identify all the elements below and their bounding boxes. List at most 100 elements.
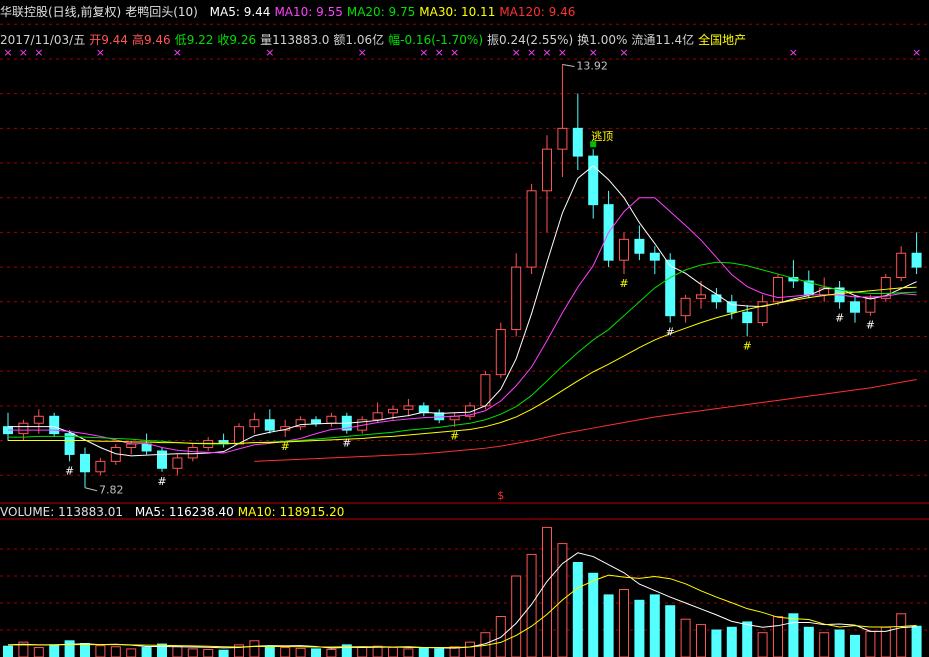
volume-bar bbox=[357, 646, 368, 657]
volume-bar bbox=[187, 648, 198, 657]
candle-body bbox=[865, 297, 876, 313]
volume-bar bbox=[33, 647, 44, 657]
volume-bar bbox=[95, 645, 106, 657]
signal-marker: # bbox=[450, 430, 459, 443]
volume-bar bbox=[110, 646, 121, 657]
volume-bar bbox=[619, 589, 629, 657]
candle-body bbox=[403, 405, 414, 410]
signal-dot bbox=[590, 141, 597, 148]
candle-body bbox=[126, 443, 137, 448]
signal-marker: × bbox=[912, 46, 921, 59]
ma-line bbox=[8, 574, 917, 649]
volume-bar bbox=[819, 632, 830, 657]
ma-legend: MA20: 9.75 bbox=[346, 5, 416, 19]
candle-body bbox=[634, 238, 645, 254]
candle-body bbox=[311, 419, 321, 424]
volume-bar bbox=[865, 630, 876, 657]
info-item: 振0.24(2.55%) bbox=[487, 33, 574, 47]
volume-bar bbox=[80, 643, 90, 657]
volume-legend: VOLUME: 113883.01 bbox=[0, 505, 123, 519]
volume-bar bbox=[542, 526, 552, 657]
pointer-line bbox=[84, 487, 98, 492]
volume-header: VOLUME: 113883.01 MA5: 116238.40 MA10: 11… bbox=[0, 505, 348, 519]
volume-bar bbox=[218, 649, 229, 657]
stock-title: 华联控股(日线,前复权) bbox=[0, 5, 122, 19]
signal-marker: × bbox=[173, 46, 182, 59]
volume-bar bbox=[911, 625, 922, 657]
signal-marker: # bbox=[342, 437, 351, 450]
volume-bar bbox=[511, 575, 522, 657]
volume-bar bbox=[203, 648, 214, 657]
volume-bar bbox=[696, 624, 706, 657]
candle-body bbox=[80, 453, 90, 473]
ma-legend: MA120: 9.46 bbox=[499, 5, 576, 19]
volume-bar bbox=[172, 645, 183, 657]
info-item: 收9.26 bbox=[217, 33, 257, 47]
volume-bar bbox=[141, 647, 152, 657]
candle-body bbox=[542, 148, 552, 192]
candle-body bbox=[665, 259, 676, 317]
signal-marker: × bbox=[589, 46, 598, 59]
volume-bar bbox=[388, 647, 398, 657]
volume-bar bbox=[418, 647, 429, 657]
candle-body bbox=[33, 415, 44, 424]
volume-bar bbox=[896, 613, 907, 657]
volume-bar bbox=[280, 647, 291, 657]
signal-marker: # bbox=[65, 464, 74, 477]
candle-body bbox=[896, 252, 907, 279]
volume-bar bbox=[372, 645, 383, 657]
volume-bar bbox=[588, 572, 599, 657]
candle-body bbox=[157, 450, 167, 469]
volume-bar bbox=[3, 645, 13, 657]
volume-bar bbox=[326, 648, 337, 657]
volume-bar bbox=[788, 613, 799, 657]
volume-bar bbox=[465, 641, 475, 657]
volume-bar bbox=[834, 629, 845, 657]
signal-marker: × bbox=[789, 46, 798, 59]
candle-body bbox=[680, 297, 691, 317]
candle-body bbox=[557, 127, 568, 150]
signal-marker: # bbox=[743, 339, 752, 352]
info-item: 幅-0.16(-1.70%) bbox=[388, 33, 484, 47]
candle-body bbox=[465, 405, 475, 417]
ma-line bbox=[8, 261, 917, 445]
signal-marker: × bbox=[450, 46, 459, 59]
candle-body bbox=[773, 277, 783, 303]
candle-body bbox=[588, 155, 599, 206]
volume-bar bbox=[711, 629, 722, 657]
header-line: 华联控股(日线,前复权) 老鸭回头(10) MA5: 9.44 MA10: 9.55… bbox=[0, 3, 579, 20]
candle-body bbox=[18, 422, 29, 435]
candle-body bbox=[711, 294, 722, 303]
signal-marker: × bbox=[265, 46, 274, 59]
signal-marker: × bbox=[19, 46, 28, 59]
ma-line bbox=[254, 379, 917, 462]
info-bar: 2017/11/03/五 开9.44 高9.46 低9.22 收9.26 量113883.… bbox=[0, 31, 750, 48]
candle-body bbox=[880, 277, 891, 299]
ma-legend: MA30: 10.11 bbox=[419, 5, 496, 19]
candle-body bbox=[757, 301, 768, 324]
volume-bar bbox=[572, 562, 583, 657]
volume-bar bbox=[126, 648, 137, 657]
signal-marker: × bbox=[96, 46, 105, 59]
candle-body bbox=[726, 301, 737, 313]
info-item: 量113883.0 bbox=[260, 33, 330, 47]
volume-bar bbox=[249, 640, 260, 657]
candle-body bbox=[141, 443, 152, 452]
signal-marker: $ bbox=[497, 489, 504, 502]
candle-body bbox=[742, 311, 753, 324]
info-item: 全国地产 bbox=[698, 33, 747, 47]
info-item: 换1.00% bbox=[577, 33, 628, 47]
signal-marker: # bbox=[281, 440, 290, 453]
candle-body bbox=[480, 374, 491, 407]
candle-body bbox=[49, 415, 60, 435]
ma-line bbox=[8, 197, 917, 454]
info-item: 低9.22 bbox=[174, 33, 214, 47]
candle-body bbox=[911, 252, 922, 268]
signal-marker: # bbox=[666, 326, 675, 339]
signal-marker: # bbox=[835, 312, 844, 325]
volume-bar bbox=[18, 641, 29, 657]
volume-bar bbox=[264, 645, 275, 657]
volume-bar bbox=[603, 594, 614, 657]
